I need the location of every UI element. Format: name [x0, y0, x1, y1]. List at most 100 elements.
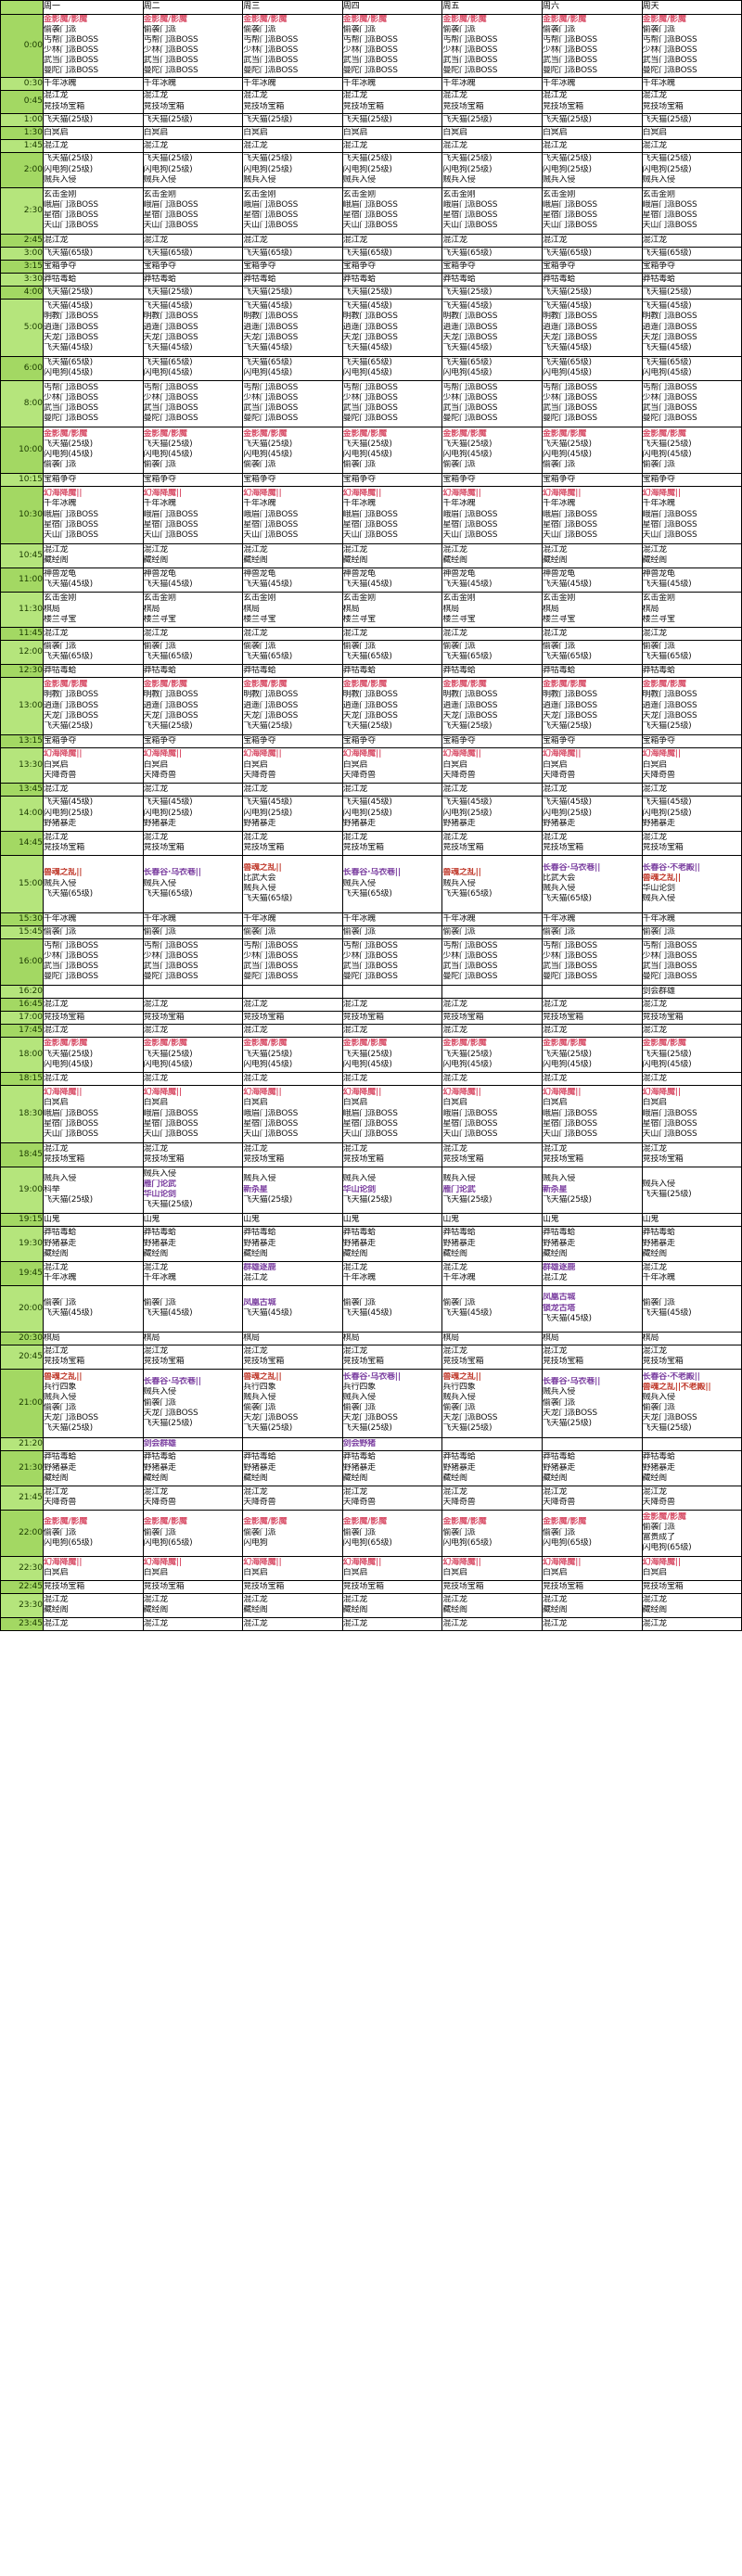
event-label: 闪电狗(65级): [342, 1537, 392, 1548]
time-label: 21:20: [0, 1436, 44, 1451]
event-label: 混江龙: [342, 1262, 368, 1272]
event-cell: 金影魔/影魔 偷袭门派 闪电狗(65级): [341, 1509, 443, 1557]
event-label: 混江龙: [542, 1486, 568, 1497]
event-label: 飞天猫(45级): [542, 301, 592, 312]
event-label: 莽牯毒蛤: [44, 274, 77, 284]
event-label: 天龙门派BOSS: [143, 1408, 198, 1418]
event-label: 偷袭门派: [442, 1297, 476, 1307]
event-label: 天山门派BOSS: [542, 221, 597, 231]
event-label: 闪电狗(45级): [542, 368, 592, 378]
event-cell: 莽牯毒蛤 野猪暴走 藏经阁: [541, 1449, 643, 1486]
event-label: 偷袭门派: [44, 926, 77, 937]
schedule-row: 19:45 混江龙 千年冰魄 混江龙 千年冰魄 群雄逐鹿 混江龙 混江龙 千年冰魄 混江龙 千年冰魄…: [0, 1260, 742, 1286]
event-cell: 幻海降魔|| 白冥启 天降奇兽: [441, 746, 543, 784]
event-cell: [43, 1436, 144, 1451]
event-label: 天山门派BOSS: [243, 529, 299, 540]
event-label: 藏经阁: [342, 555, 368, 566]
event-cell: 偷袭门派 飞天猫(65级): [541, 639, 643, 665]
time-label: 18:15: [0, 1071, 44, 1086]
event-cell: [242, 1436, 343, 1451]
event-label: 飞天猫(25级): [542, 287, 592, 297]
event-label: 白冥启: [44, 1098, 69, 1108]
time-label: 2:00: [0, 151, 44, 188]
event-label: 贼兵入侵: [442, 878, 476, 888]
event-cell: 莽牯毒蛤 野猪暴走 藏经阁: [43, 1225, 144, 1262]
event-cell: 偷袭门派 飞天猫(65级): [441, 639, 543, 665]
event-label: 藏经阁: [143, 1473, 168, 1483]
event-label: 竞技场宝箱: [442, 1357, 484, 1367]
event-cell: 混江龙 竞技场宝箱: [43, 1141, 144, 1167]
event-label: 混江龙: [243, 1273, 268, 1283]
event-cell: 混江龙 天降奇兽: [142, 1485, 244, 1511]
event-cell: 幻海降魔|| 白冥启 天降奇兽: [541, 746, 643, 784]
event-label: 竞技场宝箱: [143, 843, 185, 853]
event-cell: [441, 1436, 543, 1451]
event-label: 混江龙: [442, 1262, 467, 1272]
event-label: 幻海降魔||: [243, 1088, 282, 1098]
event-cell: 混江龙: [441, 1023, 543, 1038]
event-label: 楼兰寻宝: [442, 614, 476, 624]
event-label: 天龙门派BOSS: [243, 710, 299, 721]
event-cell: 金影魔/影魔 飞天猫(25级) 闪电狗(45级): [441, 1036, 543, 1073]
event-label: 天降奇兽: [44, 770, 77, 780]
event-label: 飞天猫(25级): [243, 1423, 293, 1434]
event-cell: 混江龙: [341, 626, 443, 641]
event-label: 长春谷·乌衣巷||: [342, 1371, 401, 1382]
event-cell: 幻海降魔|| 白冥启 峨眉门派BOSS 星宿门派BOSS 天山门派BOSS: [242, 1084, 343, 1143]
event-cell: 莽牯毒蛤: [242, 272, 343, 287]
event-label: 莽牯毒蛤: [44, 665, 77, 675]
event-label: 千年冰魄: [44, 913, 77, 924]
event-cell: 混江龙 竞技场宝箱: [142, 1141, 244, 1167]
event-label: 混江龙: [342, 140, 368, 150]
event-label: 贼兵入侵: [243, 884, 276, 894]
event-label: 莽牯毒蛤: [143, 665, 176, 675]
event-label: 幻海降魔||: [44, 1557, 83, 1567]
event-label: 闪电狗(25级): [442, 164, 493, 174]
schedule-row: 23:30 混江龙 藏经阁 混江龙 藏经阁 混江龙 藏经阁 混江龙 藏经阁 混江龙 藏经阁 混江龙 藏经…: [0, 1592, 742, 1618]
event-cell: 竞技场宝箱: [341, 1579, 443, 1594]
event-label: 天龙门派BOSS: [342, 332, 398, 342]
event-label: 混江龙: [342, 1594, 368, 1604]
event-label: 金影魔/影魔: [143, 1517, 187, 1527]
event-label: 贼兵入侵: [342, 1392, 376, 1402]
event-label: 天山门派BOSS: [442, 221, 498, 231]
event-label: 天山门派BOSS: [442, 529, 498, 540]
event-label: 白冥启: [243, 1568, 268, 1578]
event-cell: 宝箱争夺: [441, 733, 543, 748]
event-label: 野猪暴走: [642, 1238, 675, 1248]
event-cell: 混江龙 竞技场宝箱: [43, 830, 144, 856]
event-label: 飞天猫(25级): [342, 1049, 392, 1059]
event-label: 群雄逐鹿: [243, 1262, 276, 1272]
event-label: 丐帮门派BOSS: [44, 940, 98, 950]
event-cell: 混江龙 千年冰魄: [43, 1260, 144, 1286]
event-label: 曼陀门派BOSS: [44, 414, 98, 424]
event-label: 竞技场宝箱: [143, 1154, 185, 1165]
event-cell: 金影魔/影魔 明教门派BOSS 逍遥门派BOSS 天龙门派BOSS 飞天猫(25级): [541, 676, 643, 735]
event-label: 藏经阁: [243, 1605, 268, 1615]
schedule-row: 21:30 莽牯毒蛤 野猪暴走 藏经阁 莽牯毒蛤 野猪暴走 藏经阁 莽牯毒蛤 野猪暴走 藏经阁 莽牯…: [0, 1449, 742, 1486]
event-label: 混江龙: [442, 140, 467, 150]
event-label: 飞天猫(65级): [243, 652, 293, 662]
schedule-row: 2:30 玄击金刚 峨眉门派BOSS 星宿门派BOSS 天山门派BOSS 玄击金刚 峨眉门派…: [0, 186, 742, 235]
event-cell: 金影魔/影魔 偷袭门派 闪电狗(65级): [441, 1509, 543, 1557]
schedule-row: 0:45 混江龙 竞技场宝箱 混江龙 竞技场宝箱 混江龙 竞技场宝箱 混江龙 竞技场宝箱 混江龙竞…: [0, 89, 742, 114]
time-label: 11:30: [0, 591, 44, 628]
event-label: 闪电狗(25级): [542, 808, 592, 818]
event-label: 贼兵入侵: [342, 878, 376, 888]
event-cell: 飞天猫(45级) 明教门派BOSS 逍遥门派BOSS 天龙门派BOSS 飞天猫(45级): [341, 298, 443, 357]
event-cell: 竞技场宝箱: [242, 1579, 343, 1594]
event-label: 玄击金刚: [143, 593, 176, 604]
event-cell: 山鬼: [341, 1212, 443, 1227]
event-label: 明教门派BOSS: [44, 690, 98, 700]
event-cell: 飞天猫(25级): [242, 112, 343, 127]
event-label: 竞技场宝箱: [642, 1012, 684, 1022]
event-label: 藏经阁: [44, 1605, 69, 1615]
event-label: 混江龙: [143, 628, 168, 638]
event-label: 天降奇兽: [143, 770, 176, 780]
event-cell: 玄击金刚 棋局 楼兰寻宝: [441, 591, 543, 628]
event-label: 天龙门派BOSS: [143, 332, 198, 342]
event-label: 新杀星: [243, 1184, 268, 1194]
event-label: 莽牯毒蛤: [143, 1228, 176, 1238]
event-label: 棋局: [243, 1333, 260, 1343]
event-label: 山鬼: [143, 1214, 160, 1224]
